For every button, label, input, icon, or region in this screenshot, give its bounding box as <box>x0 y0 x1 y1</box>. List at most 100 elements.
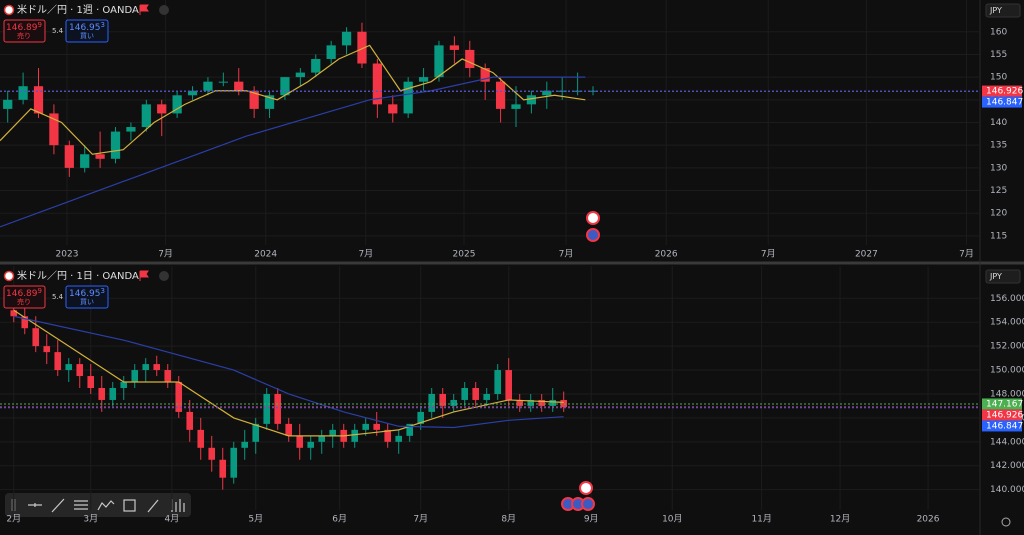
y-tick-label: 142.000 <box>990 461 1024 471</box>
candle-body <box>418 77 429 82</box>
currency-button[interactable] <box>985 269 1021 284</box>
y-tick-label: 160 <box>990 27 1007 37</box>
buy-box[interactable] <box>65 285 109 309</box>
price-label: 146.926 <box>986 410 1023 420</box>
event-icon[interactable] <box>586 228 600 242</box>
tool-hline[interactable] <box>28 503 42 507</box>
drawing-toolbar <box>5 493 191 517</box>
candle-body <box>203 81 213 91</box>
candle-body <box>495 81 506 109</box>
candle-body <box>249 90 259 109</box>
currency-label: JPY <box>989 272 1002 281</box>
candle-body <box>120 382 128 388</box>
chart-panel: 11512012513013514014515015516020237月2024… <box>0 0 1023 260</box>
sell-box[interactable] <box>3 285 46 309</box>
sell-box[interactable] <box>3 19 46 43</box>
event-icon[interactable] <box>579 481 593 495</box>
event-icon[interactable] <box>586 211 600 225</box>
candle-body <box>153 364 161 371</box>
candle-body <box>187 90 198 96</box>
tool-pattern[interactable] <box>97 500 115 511</box>
x-tick-label: 2026 <box>655 250 678 260</box>
sell-price-main: 146.89 <box>6 289 38 299</box>
settings-icon[interactable] <box>1001 517 1011 527</box>
flag-icon <box>139 4 149 15</box>
candle-body <box>329 429 337 436</box>
candle-body <box>98 388 106 400</box>
y-tick-label: 152.000 <box>990 342 1024 352</box>
candle-body <box>186 411 194 430</box>
tool-trendline[interactable] <box>51 498 65 513</box>
x-tick-label: 2027 <box>855 250 878 260</box>
tool-brush[interactable] <box>147 499 159 513</box>
candle-body <box>65 364 73 371</box>
sell-price: 146.899 <box>6 21 42 33</box>
price-label-bg <box>982 85 1022 97</box>
candle-body <box>197 429 205 448</box>
candle-body <box>54 352 62 371</box>
candle-body <box>434 45 444 78</box>
candle-body <box>362 423 370 430</box>
candle-body <box>80 154 90 168</box>
candle-body <box>351 429 359 442</box>
candle-body <box>208 447 216 460</box>
candle-body <box>326 45 336 59</box>
candle-body <box>109 388 117 400</box>
symbol-icon <box>3 4 15 16</box>
buy-box[interactable] <box>65 19 109 43</box>
candle-body <box>285 423 293 436</box>
candle-body <box>110 131 121 159</box>
buy-label: 買い <box>80 298 94 306</box>
candle-body <box>472 388 480 400</box>
collapse-button[interactable] <box>159 271 169 281</box>
x-tick-label: 4月 <box>164 514 179 525</box>
buy-label: 買い <box>80 32 94 40</box>
spread: 5.4 <box>52 27 64 35</box>
candle-body <box>234 81 244 91</box>
candle-body <box>373 423 381 430</box>
moving-average <box>0 76 586 228</box>
x-tick-label: 2023 <box>56 250 79 260</box>
sell-label: 売り <box>17 31 31 40</box>
candle-body <box>428 393 436 412</box>
candle-body <box>274 393 282 424</box>
y-tick-label: 156.000 <box>990 294 1024 304</box>
x-tick-label: 8月 <box>501 514 516 525</box>
sell-price: 146.899 <box>6 287 42 299</box>
y-tick-label: 154.000 <box>990 318 1024 328</box>
candle-body <box>395 435 403 442</box>
candle-body <box>95 154 105 159</box>
flag-icon <box>139 270 149 281</box>
candle-body <box>43 346 51 353</box>
candle-body <box>141 104 151 128</box>
y-tick-label: 150.000 <box>990 366 1024 376</box>
chart-panel: 140.000142.000144.000146.000148.000150.0… <box>0 266 1024 525</box>
candle-body <box>157 104 167 114</box>
candle-body <box>439 393 447 406</box>
currency-button[interactable] <box>985 3 1021 18</box>
x-tick-label: 5月 <box>248 514 263 525</box>
candle-body <box>3 99 13 109</box>
candle-body <box>33 86 44 114</box>
candle-body <box>32 328 40 347</box>
buy-price: 146.953 <box>69 21 105 33</box>
candle-body <box>403 81 413 114</box>
candle-body <box>76 364 84 377</box>
x-tick-label: 7月 <box>358 249 373 260</box>
x-tick-label: 2026 <box>917 515 940 525</box>
candle-body <box>357 31 367 64</box>
sell-price-pip: 9 <box>38 21 42 29</box>
candle-body <box>341 31 352 46</box>
buy-price-main: 146.95 <box>69 23 101 33</box>
tool-fib[interactable] <box>74 500 88 510</box>
tool-rect[interactable] <box>123 499 136 512</box>
x-tick-label: 7月 <box>761 249 776 260</box>
collapse-button[interactable] <box>159 5 169 15</box>
event-icon[interactable] <box>581 497 595 511</box>
candle-body <box>526 95 537 105</box>
candle-body <box>388 104 398 114</box>
candle-body <box>505 370 512 400</box>
x-tick-label: 7月 <box>959 249 974 260</box>
buy-price-pip: 3 <box>101 21 105 29</box>
candle-body <box>172 95 182 114</box>
